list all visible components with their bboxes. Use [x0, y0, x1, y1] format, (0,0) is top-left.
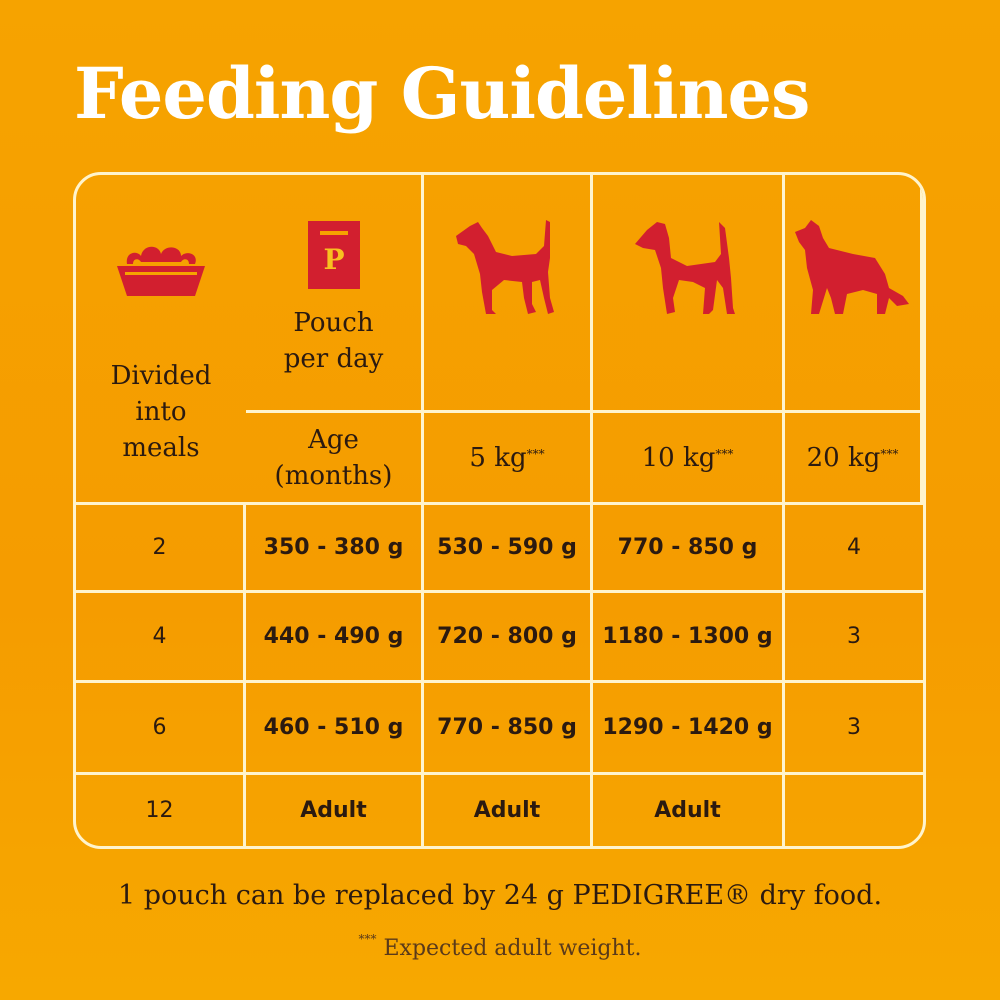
- amount-cell: 350 - 380 g: [246, 505, 424, 593]
- dog-10kg-icon-cell: [593, 175, 785, 413]
- replacement-note: 1 pouch can be replaced by 24 g PEDIGREE…: [117, 880, 883, 911]
- amount-cell: 770 - 850 g: [424, 683, 593, 775]
- weight-header-10kg: 10 kg***: [593, 413, 785, 505]
- amount-cell: 770 - 850 g: [593, 505, 785, 593]
- weight-footnote: *** Expected adult weight.: [358, 932, 642, 961]
- page-title: Feeding Guidelines: [74, 52, 810, 135]
- amount-cell: 530 - 590 g: [424, 505, 593, 593]
- meals-header-cell: Divided into meals: [76, 175, 246, 505]
- dog-5kg-icon-cell: [424, 175, 593, 413]
- age-cell: 4: [76, 593, 246, 683]
- weight-header-5kg: 5 kg***: [424, 413, 593, 505]
- meals-cell: [785, 775, 923, 846]
- meals-cell: 3: [785, 683, 923, 775]
- amount-cell: 720 - 800 g: [424, 593, 593, 683]
- terrier-dog-icon: [633, 218, 743, 318]
- meals-label: Divided into meals: [110, 360, 212, 463]
- pouch-icon: P: [306, 219, 362, 291]
- age-cell: 12: [76, 775, 246, 846]
- small-dog-icon: [452, 218, 562, 318]
- amount-cell: 460 - 510 g: [246, 683, 424, 775]
- age-cell: 6: [76, 683, 246, 775]
- amount-cell: Adult: [424, 775, 593, 846]
- pouch-header-cell: P Pouch per day: [246, 175, 424, 413]
- meals-cell: 4: [785, 505, 923, 593]
- amount-cell: Adult: [246, 775, 424, 846]
- food-bowl-icon: [115, 242, 207, 298]
- dog-20kg-icon-cell: [785, 175, 923, 413]
- amount-cell: 1290 - 1420 g: [593, 683, 785, 775]
- weight-header-20kg: 20 kg***: [785, 413, 923, 505]
- meals-cell: 3: [785, 593, 923, 683]
- amount-cell: Adult: [593, 775, 785, 846]
- svg-text:P: P: [323, 243, 344, 276]
- feeding-table: P Pouch per day Divided into meals Age (mont…: [73, 172, 926, 849]
- amount-cell: 1180 - 1300 g: [593, 593, 785, 683]
- age-header: Age (months): [246, 413, 424, 505]
- age-cell: 2: [76, 505, 246, 593]
- pouch-label: Pouch per day: [283, 308, 384, 374]
- amount-cell: 440 - 490 g: [246, 593, 424, 683]
- collie-dog-icon: [793, 218, 913, 318]
